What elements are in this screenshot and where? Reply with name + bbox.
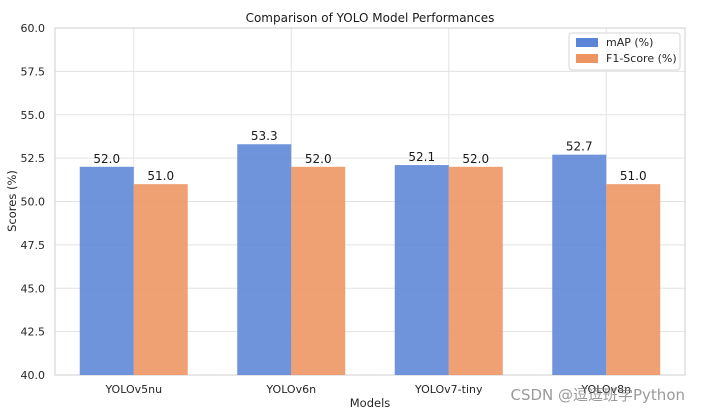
y-tick-label: 60.0 <box>21 22 46 35</box>
x-tick-label: YOLOv7-tiny <box>414 383 483 396</box>
x-axis-title: Models <box>350 396 391 410</box>
x-tick-labels: YOLOv5nu YOLOv6n YOLOv7-tiny YOLOv8n <box>104 383 631 396</box>
bar-value-label: 52.1 <box>408 150 435 164</box>
y-tick-label: 57.5 <box>21 65 46 78</box>
bar-map-0 <box>79 166 134 375</box>
watermark: CSDN @逗逗班学Python <box>510 386 685 404</box>
bar-f1-3 <box>606 184 661 375</box>
bar-f1-1 <box>291 166 346 375</box>
bar-value-label: 52.0 <box>93 152 120 166</box>
legend-swatch-map <box>576 38 598 47</box>
bar-value-label: 53.3 <box>251 129 278 143</box>
chart-title: Comparison of YOLO Model Performances <box>246 11 495 25</box>
x-tick-label: YOLOv6n <box>265 383 316 396</box>
bars <box>79 144 661 375</box>
y-tick-label: 40.0 <box>21 369 46 382</box>
plot-frame <box>54 27 686 376</box>
bar-map-2 <box>394 165 449 375</box>
legend-label-map: mAP (%) <box>606 36 653 49</box>
y-tick-label: 47.5 <box>21 239 46 252</box>
legend-label-f1: F1-Score (%) <box>606 52 677 65</box>
y-tick-labels: 40.0 42.5 45.0 47.5 50.0 52.5 55.0 57.5 60.0 <box>21 22 46 382</box>
bar-value-label: 52.7 <box>566 140 593 154</box>
legend: mAP (%) F1-Score (%) <box>568 32 681 71</box>
y-tick-label: 55.0 <box>21 109 46 122</box>
bar-value-label: 51.0 <box>620 169 647 183</box>
bar-f1-2 <box>448 166 503 375</box>
bar-f1-0 <box>133 184 188 375</box>
y-axis-title: Scores (%) <box>5 170 19 232</box>
bar-value-labels: 52.0 53.3 52.1 52.7 51.0 52.0 52.0 51.0 <box>93 129 646 183</box>
bar-map-3 <box>552 154 607 375</box>
y-tick-label: 50.0 <box>21 196 46 209</box>
bar-value-label: 52.0 <box>462 152 489 166</box>
bar-value-label: 51.0 <box>147 169 174 183</box>
bar-value-label: 52.0 <box>305 152 332 166</box>
y-tick-label: 52.5 <box>21 152 46 165</box>
y-tick-label: 45.0 <box>21 282 46 295</box>
bar-map-1 <box>237 144 292 375</box>
x-tick-label: YOLOv5nu <box>104 383 162 396</box>
x-tick-label: YOLOv8n <box>580 383 631 396</box>
legend-swatch-f1 <box>576 54 598 63</box>
y-tick-label: 42.5 <box>21 326 46 339</box>
